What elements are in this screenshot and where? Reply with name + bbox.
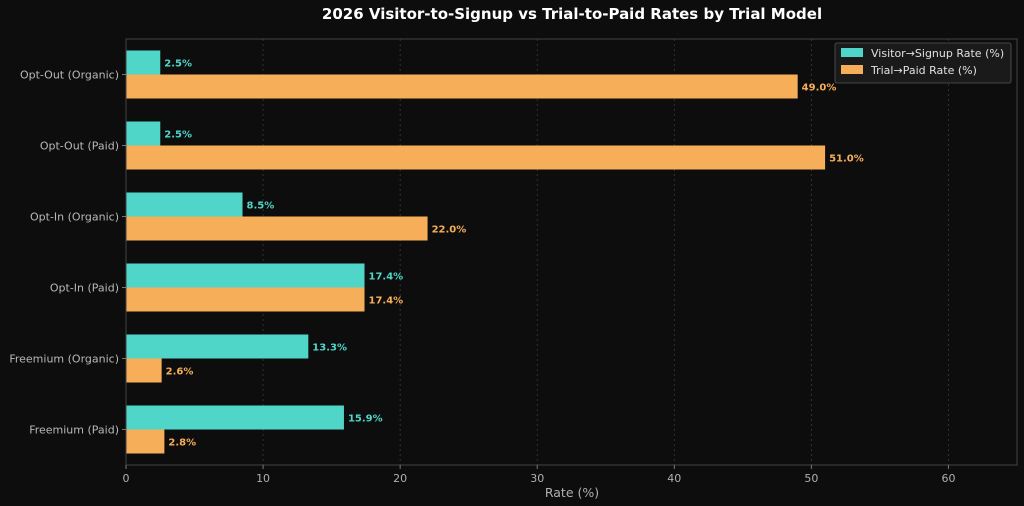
bar-trial-paid xyxy=(126,145,826,170)
category-label: Opt-In (Paid) xyxy=(50,282,119,295)
x-tick-label: 30 xyxy=(530,472,544,485)
bar-value-label: 51.0% xyxy=(829,154,864,165)
bar-visitor-signup xyxy=(126,192,243,217)
data-labels: 2.5% 49.0% 2.5% 51.0% 8.5% 22.0% 17.4% 17.4% 13.… xyxy=(164,59,864,449)
legend-entry: Trial→Paid Rate (%) xyxy=(870,64,977,77)
bar-value-label: 17.4% xyxy=(369,296,404,307)
legend-box xyxy=(834,42,1012,84)
bar-value-label: 22.0% xyxy=(432,225,467,236)
bar-value-label: 13.3% xyxy=(312,343,347,354)
category-label: Freemium (Organic) xyxy=(9,353,119,366)
y-axis-categories: Opt-Out (Organic) Opt-Out (Paid) Opt-In (O… xyxy=(9,69,126,437)
plot-frame xyxy=(125,38,1018,466)
x-tick-label: 40 xyxy=(667,472,681,485)
bar-value-label: 2.5% xyxy=(164,59,192,70)
bar-value-label: 2.8% xyxy=(168,438,196,449)
x-tick-label: 10 xyxy=(256,472,270,485)
bar-value-label: 49.0% xyxy=(802,83,837,94)
bar-value-label: 2.5% xyxy=(164,130,192,141)
grid xyxy=(262,39,949,465)
category-label: Opt-In (Organic) xyxy=(30,211,119,224)
bar-trial-paid xyxy=(126,287,365,312)
bar-value-label: 2.6% xyxy=(166,367,194,378)
category-label: Freemium (Paid) xyxy=(29,424,119,437)
bars xyxy=(126,50,826,454)
legend-entry: Visitor→Signup Rate (%) xyxy=(871,47,1004,60)
legend: Visitor→Signup Rate (%) Trial→Paid Rate (… xyxy=(834,42,1012,84)
bar-visitor-signup xyxy=(126,121,161,146)
bar-value-label: 8.5% xyxy=(247,201,275,212)
bar-visitor-signup xyxy=(126,50,161,75)
bar-trial-paid xyxy=(126,358,162,383)
bar-trial-paid xyxy=(126,429,165,454)
bar-value-label: 15.9% xyxy=(348,414,383,425)
x-tick-label: 50 xyxy=(804,472,818,485)
x-axis-ticks: 0 10 20 30 40 50 60 xyxy=(123,465,955,485)
category-label: Opt-Out (Paid) xyxy=(40,140,119,153)
x-axis-label: Rate (%) xyxy=(545,485,599,500)
chart-title: 2026 Visitor-to-Signup vs Trial-to-Paid … xyxy=(322,5,822,23)
category-label: Opt-Out (Organic) xyxy=(20,69,119,82)
x-tick-label: 60 xyxy=(941,472,955,485)
bar-visitor-signup xyxy=(126,405,344,430)
legend-swatch xyxy=(841,65,863,74)
legend-swatch xyxy=(841,48,863,57)
bar-trial-paid xyxy=(126,74,798,99)
x-tick-label: 0 xyxy=(123,472,130,485)
bar-visitor-signup xyxy=(126,334,309,359)
bar-value-label: 17.4% xyxy=(369,272,404,283)
bar-trial-paid xyxy=(126,216,428,241)
bar-visitor-signup xyxy=(126,263,365,288)
x-tick-label: 20 xyxy=(393,472,407,485)
